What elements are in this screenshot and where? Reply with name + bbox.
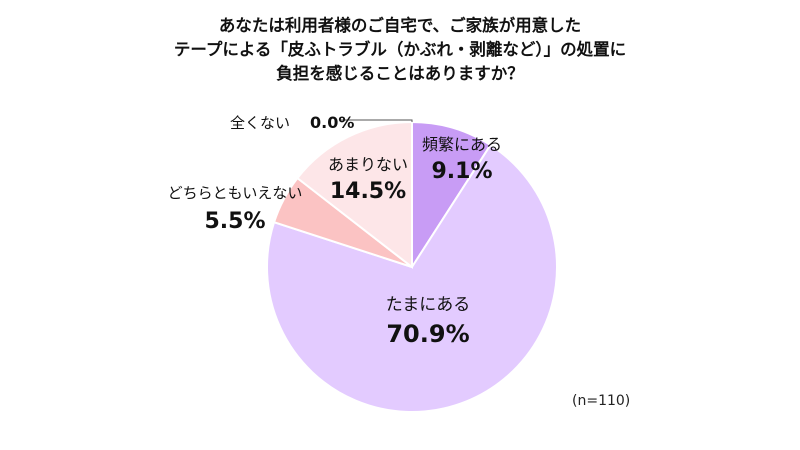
chart-title-line-3: 負担を感じることはありますか？ xyxy=(276,64,524,83)
slice-value-4: 14.5% xyxy=(330,179,406,204)
slice-value-3: 5.5% xyxy=(204,209,265,234)
slice-label-3: どちらともいえない xyxy=(168,184,303,202)
chart-title-line-2: テープによる「皮ふトラブル（かぶれ・剥離など）」の処置に xyxy=(173,40,627,59)
slice-value-1: 9.1% xyxy=(431,159,492,184)
slice-label-1: 頻繁にある xyxy=(422,135,502,154)
chart-title-line-1: あなたは利用者様のご自宅で、ご家族が用意した xyxy=(218,16,582,35)
pie-slices xyxy=(266,119,558,413)
pie-labels: 頻繁にある 9.1% たまにある 70.9% どちらともいえない 5.5% あまりない 14.… xyxy=(168,113,502,348)
slice-label-5: 全くない xyxy=(230,114,290,132)
pie-slice-2 xyxy=(266,143,558,413)
slice-value-5: 0.0% xyxy=(310,113,354,132)
sample-size-note: (n=110) xyxy=(572,393,631,409)
leader-line-5 xyxy=(340,119,413,122)
slice-label-4: あまりない xyxy=(328,155,408,174)
chart-title: あなたは利用者様のご自宅で、ご家族が用意した テープによる「皮ふトラブル（かぶれ… xyxy=(0,14,800,86)
slice-label-2: たまにある xyxy=(386,295,471,315)
pie-slice-1 xyxy=(411,120,492,271)
slice-value-2: 70.9% xyxy=(386,320,469,348)
pie-slice-4 xyxy=(296,120,413,270)
